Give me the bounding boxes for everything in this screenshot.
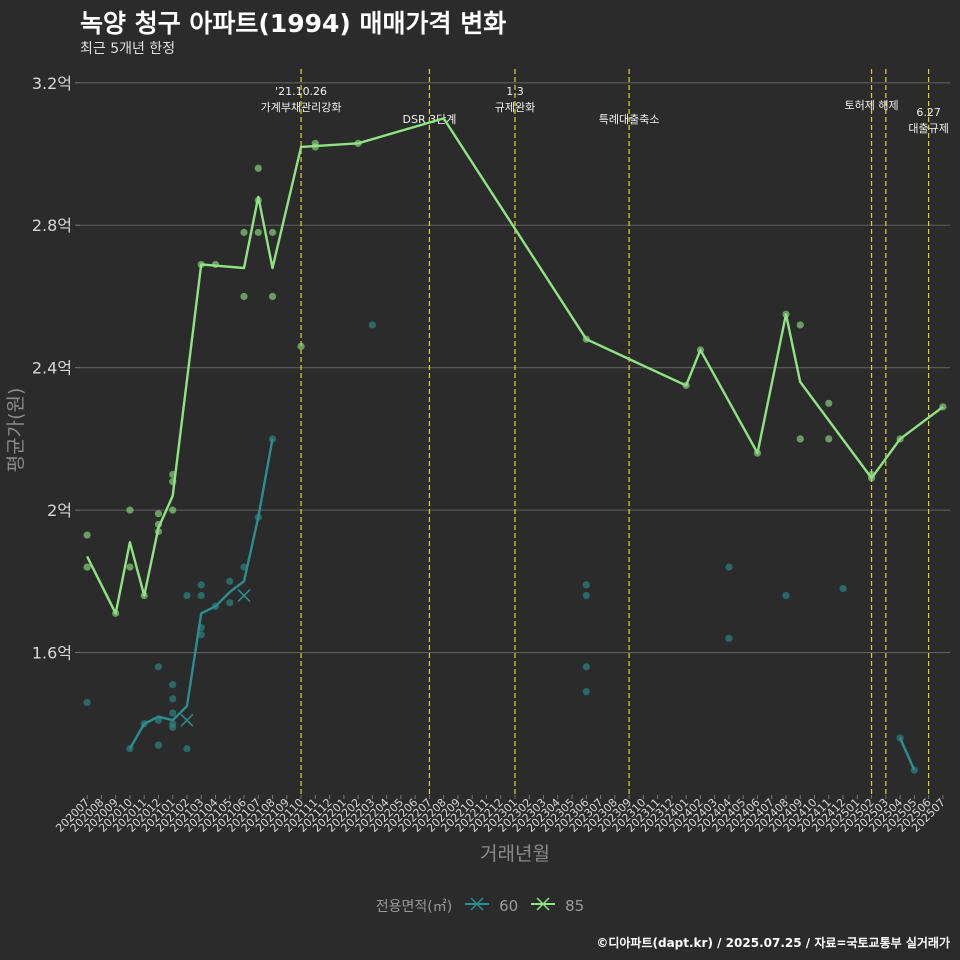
y-tick-label: 2.4억 — [32, 359, 72, 378]
series-85-point — [126, 506, 134, 514]
series-60-point — [183, 745, 191, 753]
legend-label-60: 60 — [499, 897, 519, 915]
legend-label-85: 85 — [565, 897, 585, 915]
series-60-point — [197, 591, 205, 600]
series-60-point — [169, 723, 177, 731]
series-85-point — [297, 342, 305, 350]
source-caption: ©디아파트(dapt.kr) / 2025.07.25 / 자료=국토교통부 실… — [596, 936, 950, 950]
series-60-point — [226, 577, 234, 585]
event-label: 특례대출축소 — [599, 113, 660, 126]
series-85-point — [254, 228, 262, 236]
series-85-point — [825, 435, 833, 443]
y-tick-label: 2억 — [47, 501, 72, 520]
series-60-point — [226, 599, 234, 607]
series-60-point — [782, 591, 790, 600]
series-85-point — [268, 292, 277, 301]
series-60-point — [169, 709, 177, 717]
chart-subtitle: 최근 5개년 한정 — [80, 41, 176, 57]
series-60-point — [582, 591, 590, 600]
series-85-line — [86, 117, 944, 615]
series-85-point — [268, 228, 277, 236]
series-85-point — [796, 321, 804, 329]
series-85-point — [240, 292, 248, 301]
event-label: 대출규제 — [908, 122, 948, 135]
legend-key-85-icon — [530, 897, 555, 915]
series-60-point — [725, 563, 733, 571]
y-tick-label: 1.6억 — [32, 644, 72, 663]
series-60-point — [169, 695, 177, 703]
series-60-point — [169, 681, 177, 689]
legend-title: 전용면적(㎡) — [375, 899, 453, 915]
event-label: 1.3 — [506, 85, 524, 98]
series-85-point — [796, 435, 804, 443]
series-85-point — [825, 399, 833, 407]
event-label: 6.27 — [916, 106, 941, 119]
series-60-point — [582, 581, 590, 589]
series-60-point — [839, 584, 847, 593]
series-85-point — [169, 506, 177, 514]
series-85-point — [254, 164, 262, 172]
series-85-point — [83, 531, 91, 539]
event-label: 가계부채관리강화 — [261, 101, 342, 114]
series-60-point — [582, 663, 590, 671]
series-60-point — [725, 634, 733, 642]
series-60-point — [582, 688, 590, 696]
y-axis-title: 평균가(원) — [5, 388, 27, 473]
legend-key-60-icon — [464, 897, 489, 915]
series-60-point — [83, 698, 91, 707]
series-60-point — [183, 591, 191, 600]
series-60-point — [368, 321, 376, 329]
series-85-point — [154, 510, 163, 518]
chart-title: 녹양 청구 아파트(1994) 매매가격 변화 — [80, 9, 507, 38]
legend: 전용면적(㎡) 60 85 — [0, 896, 960, 916]
series-60-point — [154, 663, 163, 671]
series-60-cross-marker — [237, 589, 251, 603]
series-60-point — [197, 581, 205, 589]
series-60-point — [268, 435, 277, 443]
x-axis-title: 거래년월 — [480, 843, 550, 865]
series-85-point — [126, 563, 134, 571]
y-tick-label: 3.2억 — [32, 74, 72, 93]
series-60-cross-marker — [180, 713, 194, 727]
y-tick-label: 2.8억 — [32, 216, 72, 235]
series-60-point — [154, 741, 163, 749]
event-label: '21.10.26 — [275, 85, 327, 98]
event-label: DSR 3단계 — [403, 113, 457, 126]
series-60-point — [197, 631, 205, 639]
series-85-point — [83, 563, 91, 571]
series-60-line — [899, 737, 916, 771]
event-label: 토허제 해제 — [845, 98, 899, 112]
series-85-point — [240, 228, 248, 236]
event-label: 규제완화 — [495, 101, 535, 114]
series-60-line — [128, 438, 274, 750]
